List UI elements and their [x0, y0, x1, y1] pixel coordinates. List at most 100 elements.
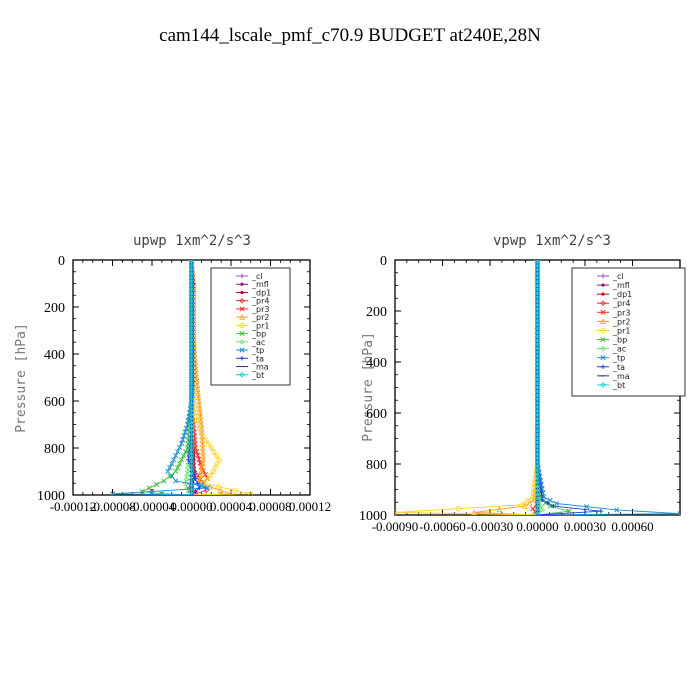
data-point: [534, 260, 541, 263]
data-point: [547, 497, 553, 503]
data-point: [149, 488, 155, 495]
legend-label: _ta: [612, 363, 625, 372]
data-point: [206, 441, 212, 447]
legend-label: _cl: [612, 272, 624, 281]
x-tick-label: -0.00008: [89, 499, 136, 514]
y-tick-label: 800: [44, 442, 65, 457]
legend: _cl_mfl_dp1_pr4_pr3_pr2_pr1_bp_ac_tp_ta_…: [571, 267, 686, 397]
data-point: [598, 508, 604, 514]
data-area: [395, 260, 680, 515]
legend-marker: [239, 356, 245, 361]
data-point: [167, 465, 173, 471]
data-point: [534, 502, 541, 508]
legend-marker: [240, 282, 244, 286]
legend-label: _mfl: [251, 280, 269, 289]
data-point: [202, 472, 208, 478]
data-point: [173, 478, 179, 484]
legend-label: _dp1: [251, 288, 271, 297]
data-point: [208, 445, 214, 451]
y-axis-label: Pressure [hPa]: [361, 332, 376, 442]
data-point: [551, 503, 556, 509]
data-point: [181, 433, 187, 439]
data-point: [496, 506, 503, 512]
series-line: [474, 260, 538, 515]
data-point: [553, 500, 560, 507]
data-point: [455, 506, 461, 512]
data-point: [169, 461, 175, 467]
data-point: [534, 508, 541, 515]
data-point: [173, 468, 179, 475]
data-point: [530, 494, 536, 500]
data-point: [188, 260, 195, 263]
data-point: [204, 476, 210, 482]
data-point: [175, 448, 181, 455]
data-point: [216, 457, 222, 463]
legend-label: _ac: [612, 345, 626, 354]
data-point: [177, 444, 183, 450]
legend-label: _tp: [251, 346, 264, 355]
data-point: [194, 449, 200, 455]
data-point: [530, 506, 536, 512]
legend-marker: [239, 306, 245, 312]
x-tick-label: -0.00030: [467, 519, 514, 534]
data-point: [188, 488, 195, 495]
legend-label: _pr4: [612, 299, 630, 308]
data-point: [524, 498, 530, 504]
data-point: [169, 473, 175, 479]
data-point: [194, 417, 200, 424]
y-tick-label: 1000: [37, 489, 65, 504]
data-point: [584, 504, 590, 510]
legend-marker: [600, 382, 606, 388]
data-point: [534, 512, 541, 515]
data-point: [213, 453, 220, 459]
data-point: [177, 461, 183, 467]
series-bt: [534, 260, 541, 515]
data-point: [198, 483, 204, 489]
x-tick-label: 0.00060: [611, 519, 653, 534]
x-tick-label: 0.00030: [564, 519, 606, 534]
y-tick-label: 1000: [359, 509, 387, 524]
data-point: [539, 493, 544, 498]
legend: _cl_mfl_dp1_pr4_pr3_pr2_pr1_bp_ac_tp_ta_…: [210, 267, 291, 386]
data-point: [211, 449, 217, 455]
data-point: [212, 464, 218, 471]
data-point: [214, 461, 220, 467]
data-point: [184, 421, 191, 428]
data-point: [210, 468, 216, 475]
data-point: [539, 507, 546, 513]
data-point: [175, 465, 181, 471]
legend-label: _mfl: [612, 281, 630, 290]
legend-label: _ac: [251, 338, 265, 347]
x-tick-label: -0.00060: [419, 519, 466, 534]
data-point: [545, 500, 550, 506]
data-point: [195, 452, 201, 459]
data-point: [159, 491, 165, 495]
y-tick-label: 800: [366, 458, 387, 473]
series-pr2: [471, 260, 541, 515]
y-axis-label: Pressure [hPa]: [14, 323, 29, 433]
data-point: [217, 487, 224, 493]
data-point: [534, 505, 541, 511]
legend-marker: [600, 336, 606, 343]
data-point: [534, 512, 541, 515]
data-point: [109, 491, 116, 495]
legend-marker: [600, 300, 606, 306]
legend-marker: [239, 372, 245, 378]
figure-title: cam144_lscale_pmf_c70.9 BUDGET at240E,28…: [159, 25, 541, 46]
legend-marker: [600, 273, 606, 279]
data-point: [677, 511, 680, 515]
data-point: [154, 481, 160, 487]
data-point: [204, 485, 210, 491]
legend-label: _ma: [612, 372, 630, 381]
legend-marker: [239, 273, 245, 279]
data-point: [196, 456, 202, 462]
legend-marker: [600, 355, 606, 361]
legend-marker: [239, 339, 245, 345]
y-tick-label: 0: [58, 254, 65, 269]
legend-marker: [600, 345, 606, 352]
data-point: [547, 503, 553, 509]
data-point: [200, 480, 206, 486]
series-bp: [139, 260, 195, 495]
data-point: [161, 478, 167, 484]
y-tick-label: 200: [366, 305, 387, 320]
